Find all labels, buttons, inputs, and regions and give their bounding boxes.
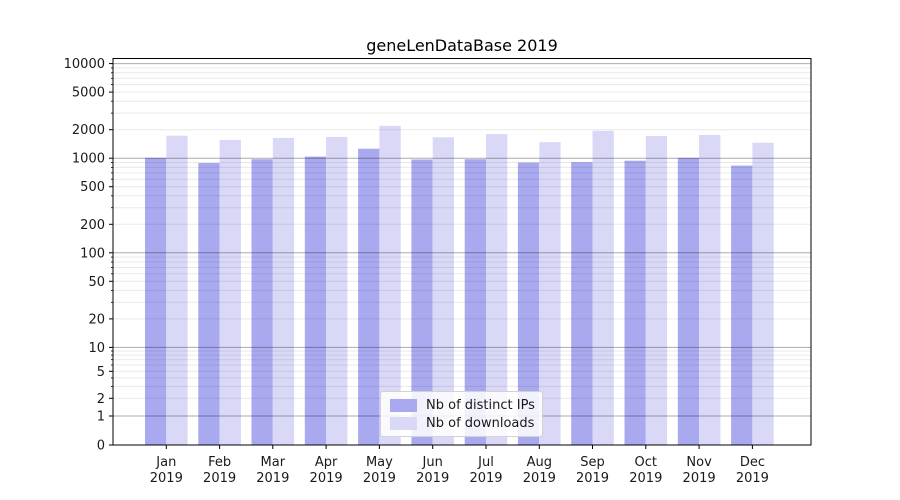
bar-mar-downloads bbox=[272, 137, 295, 445]
y-axis: 0 1 2 5 10 20 50 100 200 500 1000 2000 5000 10000 bbox=[64, 57, 113, 454]
bar-oct-distinct_ips bbox=[624, 160, 646, 445]
bar-jun-distinct_ips bbox=[411, 159, 433, 445]
x-tick-year-jul: 2019 bbox=[469, 471, 502, 486]
x-tick-year-jan: 2019 bbox=[150, 471, 183, 486]
x-tick-month-apr: Apr bbox=[315, 455, 338, 470]
svg-text:10000: 10000 bbox=[64, 57, 105, 72]
x-tick-year-oct: 2019 bbox=[629, 471, 662, 486]
bar-sep-distinct_ips bbox=[571, 162, 593, 445]
x-tick-month-jun: Jun bbox=[422, 455, 443, 470]
svg-text:5: 5 bbox=[97, 365, 105, 380]
x-tick-year-aug: 2019 bbox=[523, 471, 556, 486]
x-tick-year-may: 2019 bbox=[363, 471, 396, 486]
bar-aug-distinct_ips bbox=[517, 162, 540, 445]
bar-oct-downloads bbox=[645, 136, 668, 445]
x-tick-year-apr: 2019 bbox=[310, 471, 343, 486]
bar-feb-distinct_ips bbox=[198, 163, 220, 445]
bar-dec-downloads bbox=[752, 142, 774, 445]
x-tick-year-jun: 2019 bbox=[416, 471, 449, 486]
x-tick-month-oct: Oct bbox=[635, 455, 657, 470]
bar-may-distinct_ips bbox=[358, 148, 380, 445]
legend-swatch-downloads bbox=[390, 416, 417, 430]
bar-nov-distinct_ips bbox=[677, 157, 700, 446]
x-tick-month-may: May bbox=[366, 455, 393, 470]
svg-text:5000: 5000 bbox=[72, 86, 105, 101]
gridlines-group bbox=[113, 63, 811, 417]
svg-text:2: 2 bbox=[97, 392, 105, 407]
x-tick-month-aug: Aug bbox=[527, 455, 552, 470]
bar-mar-distinct_ips bbox=[251, 159, 273, 445]
x-tick-year-feb: 2019 bbox=[203, 471, 236, 486]
svg-text:1: 1 bbox=[97, 410, 105, 425]
svg-text:1000: 1000 bbox=[72, 152, 105, 167]
x-tick-year-mar: 2019 bbox=[256, 471, 289, 486]
x-tick-year-sep: 2019 bbox=[576, 471, 609, 486]
bar-apr-distinct_ips bbox=[304, 156, 327, 445]
svg-text:0: 0 bbox=[97, 439, 105, 454]
legend-label-downloads: Nb of downloads bbox=[426, 415, 535, 431]
x-tick-month-nov: Nov bbox=[686, 455, 712, 470]
bar-sep-downloads bbox=[592, 130, 614, 446]
bars-group bbox=[145, 125, 774, 446]
x-tick-month-jan: Jan bbox=[155, 455, 176, 470]
legend-label-distinct-ips: Nb of distinct IPs bbox=[426, 397, 535, 413]
axes-spines bbox=[112, 58, 812, 446]
x-tick-year-dec: 2019 bbox=[736, 471, 769, 486]
x-tick-month-mar: Mar bbox=[261, 455, 286, 470]
x-tick-month-feb: Feb bbox=[208, 455, 231, 470]
x-tick-month-jul: Jul bbox=[477, 455, 494, 470]
svg-text:20: 20 bbox=[88, 312, 105, 327]
bar-jul-downloads bbox=[486, 134, 508, 445]
legend-item-distinct-ips: Nb of distinct IPs bbox=[390, 397, 535, 413]
x-axis: Jan2019Feb2019Mar2019Apr2019May2019Jun20… bbox=[150, 445, 769, 486]
svg-text:50: 50 bbox=[88, 275, 105, 290]
x-tick-month-dec: Dec bbox=[740, 455, 765, 470]
bar-may-downloads bbox=[379, 125, 401, 446]
svg-text:500: 500 bbox=[80, 180, 105, 195]
svg-text:200: 200 bbox=[80, 218, 105, 233]
svg-text:10: 10 bbox=[88, 341, 105, 356]
x-tick-year-nov: 2019 bbox=[683, 471, 716, 486]
bar-feb-downloads bbox=[219, 139, 241, 445]
legend-swatch-distinct-ips bbox=[390, 398, 417, 412]
bar-nov-downloads bbox=[699, 135, 721, 445]
bar-jul-distinct_ips bbox=[464, 159, 486, 445]
bar-jan-distinct_ips bbox=[145, 157, 167, 446]
bar-jun-downloads bbox=[432, 137, 454, 446]
bar-dec-distinct_ips bbox=[731, 165, 753, 445]
bar-aug-downloads bbox=[539, 142, 561, 445]
svg-text:2000: 2000 bbox=[72, 123, 105, 138]
bar-jan-downloads bbox=[166, 135, 188, 445]
svg-text:100: 100 bbox=[80, 246, 105, 261]
bar-apr-downloads bbox=[326, 136, 348, 445]
chart-title: geneLenDataBase 2019 bbox=[366, 36, 558, 55]
x-tick-month-sep: Sep bbox=[580, 455, 605, 470]
legend: Nb of distinct IPs Nb of downloads bbox=[380, 391, 543, 437]
legend-item-downloads: Nb of downloads bbox=[390, 415, 535, 431]
